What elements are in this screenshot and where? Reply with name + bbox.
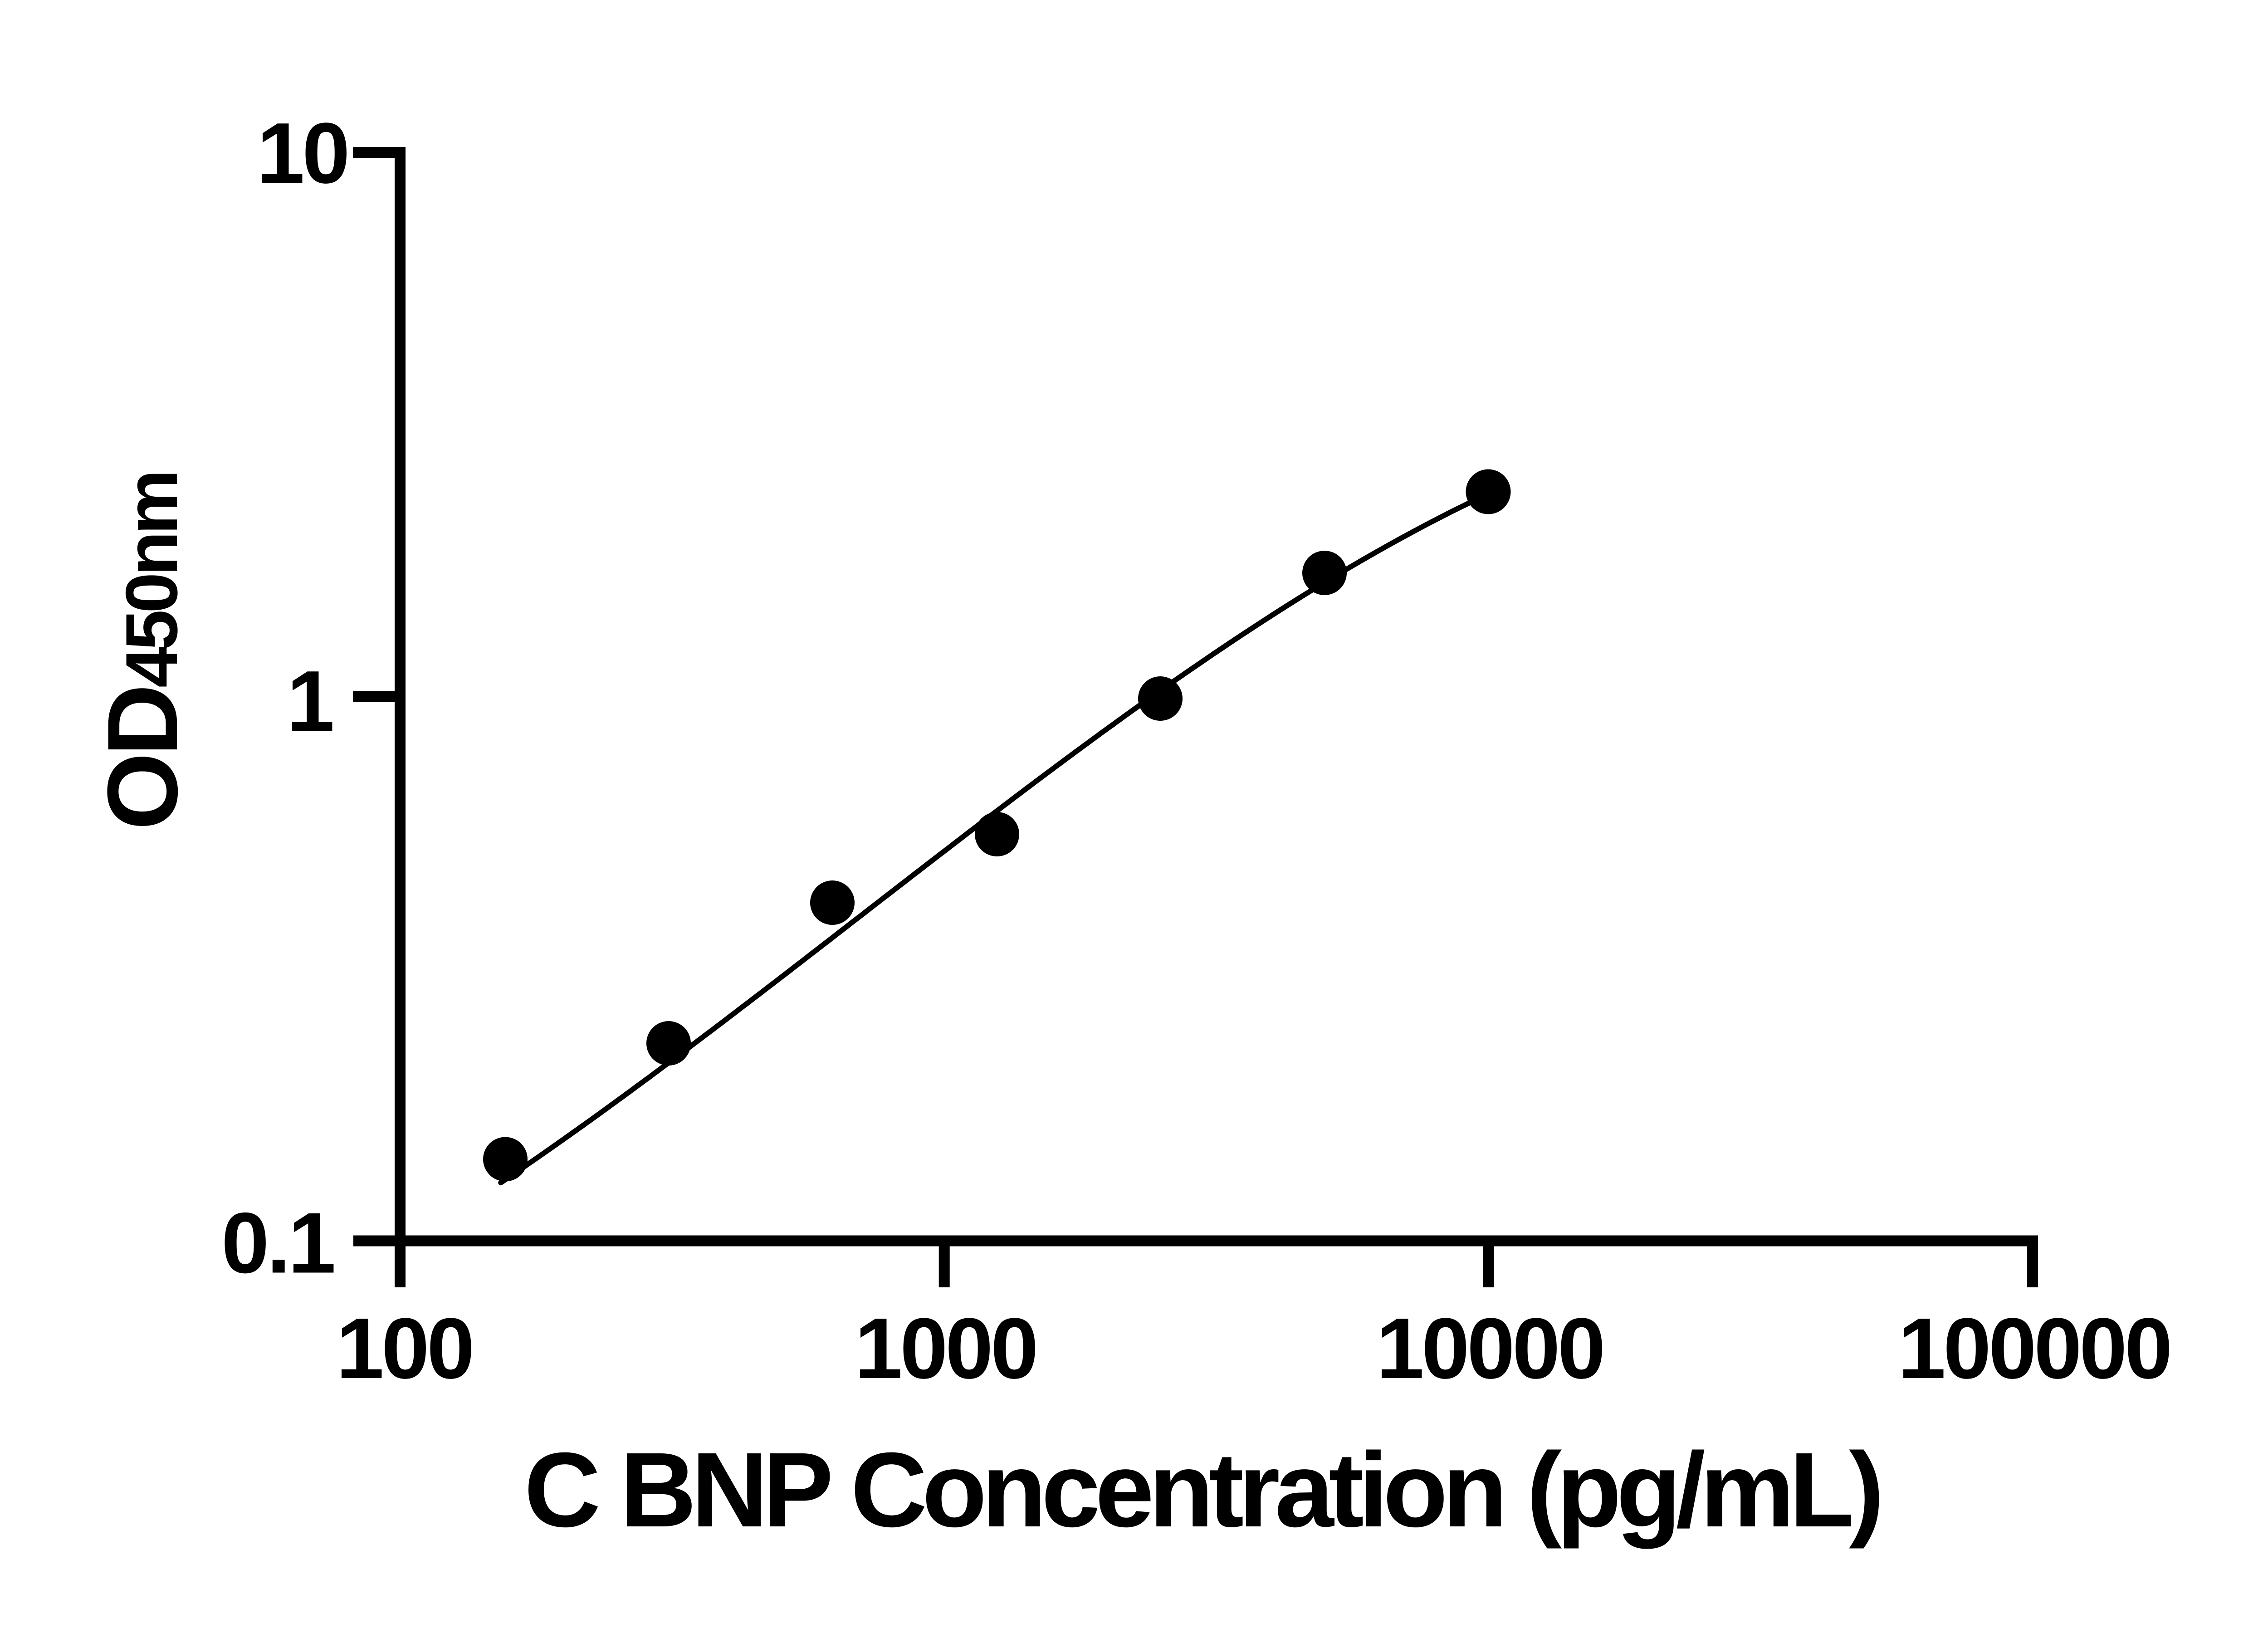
svg-text:0.1: 0.1 — [221, 1195, 334, 1291]
svg-text:1000: 1000 — [855, 1301, 1036, 1397]
svg-text:10: 10 — [257, 105, 347, 201]
svg-text:100000: 100000 — [1898, 1301, 2170, 1397]
svg-text:1: 1 — [287, 653, 332, 749]
svg-text:10000: 10000 — [1376, 1301, 1603, 1397]
svg-text:C BNP Concentration (pg/mL): C BNP Concentration (pg/mL) — [524, 1430, 1879, 1549]
svg-text:OD450nm: OD450nm — [87, 473, 198, 830]
svg-text:100: 100 — [336, 1301, 472, 1397]
